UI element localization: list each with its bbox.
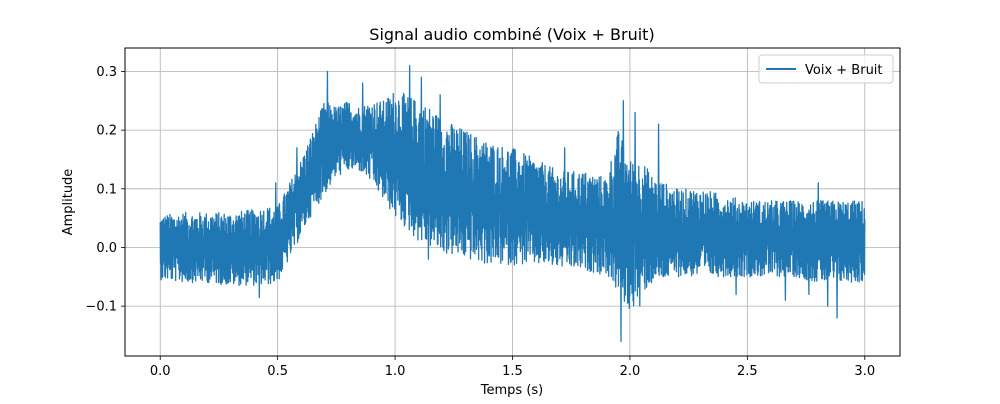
x-tick-label: 0.0 bbox=[150, 364, 171, 379]
x-tick-label: 1.5 bbox=[502, 364, 523, 379]
y-tick-label: −0.1 bbox=[85, 300, 117, 315]
y-tick-label: 0.0 bbox=[96, 241, 117, 256]
x-tick-label: 2.0 bbox=[620, 364, 641, 379]
y-axis-label: Amplitude bbox=[61, 169, 76, 236]
x-tick-label: 2.5 bbox=[737, 364, 758, 379]
x-tick-label: 3.0 bbox=[854, 364, 875, 379]
x-tick-label: 0.5 bbox=[267, 364, 288, 379]
x-axis-label: Temps (s) bbox=[480, 383, 543, 398]
series-line-voix-bruit bbox=[159, 64, 866, 342]
y-tick-label: 0.1 bbox=[96, 182, 117, 197]
y-tick-label: 0.3 bbox=[96, 65, 117, 80]
series-layer bbox=[159, 64, 866, 342]
y-tick-label: 0.2 bbox=[96, 124, 117, 139]
x-tick-label: 1.0 bbox=[385, 364, 406, 379]
legend-label-voix-bruit: Voix + Bruit bbox=[805, 63, 883, 78]
legend-box bbox=[758, 54, 894, 84]
legend: Voix + Bruit bbox=[758, 54, 894, 84]
chart-title: Signal audio combiné (Voix + Bruit) bbox=[369, 25, 654, 44]
tick-layer: 0.0 0.5 1.0 1.5 2.0 2.5 3.0 −0.1 0.0 0.1 0.2 0.3 bbox=[85, 65, 875, 379]
